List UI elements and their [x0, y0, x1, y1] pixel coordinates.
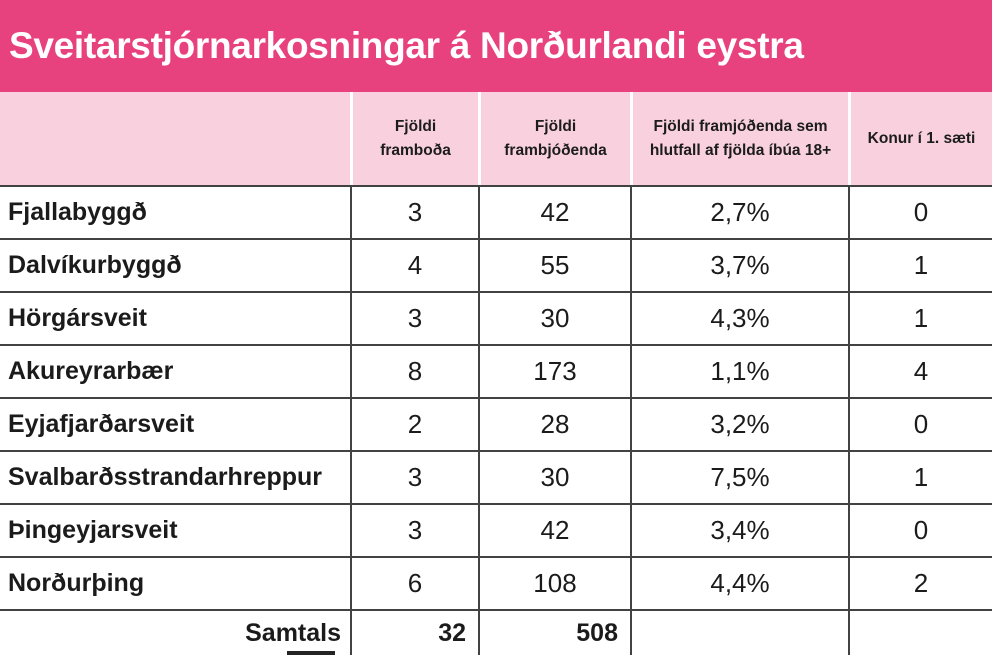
value-cell: 1 [848, 293, 992, 344]
value-cell: 173 [478, 346, 630, 397]
municipality-name: Dalvíkurbyggð [8, 251, 182, 279]
value-cell: 4,4% [630, 558, 848, 609]
value-cell: 1 [848, 240, 992, 291]
value-cell: 30 [478, 293, 630, 344]
value-cell: 28 [478, 399, 630, 450]
municipality-name: Svalbarðsstrandarhreppur [8, 463, 322, 491]
value-cell: 0 [848, 399, 992, 450]
municipality-name: Þingeyjarsveit [8, 516, 178, 544]
value-cell: 30 [478, 452, 630, 503]
table-header-row: Fjöldi framboða Fjöldi frambjóðenda Fjöl… [0, 92, 992, 185]
value-cell: 42 [478, 505, 630, 556]
value-cell: 6 [350, 558, 478, 609]
table-body: Fjallabyggð 3 42 2,7% 0 Dalvíkurbyggð 4 55 3,7% 1… [0, 185, 992, 655]
value-cell [630, 611, 848, 655]
value-cell: 55 [478, 240, 630, 291]
table-row: Hörgársveit 3 30 4,3% 1 [0, 291, 992, 344]
header-konur-i-1-saeti: Konur í 1. sæti [848, 92, 992, 185]
value-cell: 2 [848, 558, 992, 609]
totals-label: Samtals [245, 618, 341, 647]
value-cell: 4,3% [630, 293, 848, 344]
municipality-name: Fjallabyggð [8, 198, 147, 226]
value-cell: 8 [350, 346, 478, 397]
header-fjoldi-frambodha: Fjöldi framboða [350, 92, 478, 185]
table-row: Þingeyjarsveit 3 42 3,4% 0 [0, 503, 992, 556]
value-cell: 3,7% [630, 240, 848, 291]
table-row: Svalbarðsstrandarhreppur 3 30 7,5% 1 [0, 450, 992, 503]
value-cell: 508 [478, 611, 630, 655]
value-cell: 108 [478, 558, 630, 609]
title-bar: Sveitarstjórnarkosningar á Norðurlandi e… [0, 0, 992, 92]
value-cell: 3,2% [630, 399, 848, 450]
value-cell: 3 [350, 452, 478, 503]
table-row: Norðurþing 6 108 4,4% 2 [0, 556, 992, 609]
municipality-name: Akureyrarbær [8, 357, 174, 385]
header-fjoldi-frambjodenda: Fjöldi frambjóðenda [478, 92, 630, 185]
value-cell: 0 [848, 505, 992, 556]
value-cell: 32 [350, 611, 478, 655]
value-cell [848, 611, 992, 655]
value-cell: 42 [478, 187, 630, 238]
table-row: Fjallabyggð 3 42 2,7% 0 [0, 185, 992, 238]
value-cell: 2,7% [630, 187, 848, 238]
table-row: Eyjafjarðarsveit 2 28 3,2% 0 [0, 397, 992, 450]
municipality-name: Hörgársveit [8, 304, 147, 332]
value-cell: 4 [350, 240, 478, 291]
totals-row: Samtals 32 508 [0, 609, 992, 655]
municipality-name: Norðurþing [8, 569, 145, 597]
header-hlutfall-ibua: Fjöldi framjóðenda sem hlutfall af fjöld… [630, 92, 848, 185]
header-municipality [0, 92, 350, 185]
value-cell: 1,1% [630, 346, 848, 397]
value-cell: 7,5% [630, 452, 848, 503]
value-cell: 3 [350, 293, 478, 344]
value-cell: 3 [350, 505, 478, 556]
table-row: Dalvíkurbyggð 4 55 3,7% 1 [0, 238, 992, 291]
municipality-name: Eyjafjarðarsveit [8, 410, 195, 438]
value-cell: 1 [848, 452, 992, 503]
value-cell: 3,4% [630, 505, 848, 556]
value-cell: 2 [350, 399, 478, 450]
value-cell: 4 [848, 346, 992, 397]
cutoff-element [287, 651, 335, 655]
value-cell: 3 [350, 187, 478, 238]
page-title: Sveitarstjórnarkosningar á Norðurlandi e… [9, 25, 804, 66]
table-row: Akureyrarbær 8 173 1,1% 4 [0, 344, 992, 397]
value-cell: 0 [848, 187, 992, 238]
